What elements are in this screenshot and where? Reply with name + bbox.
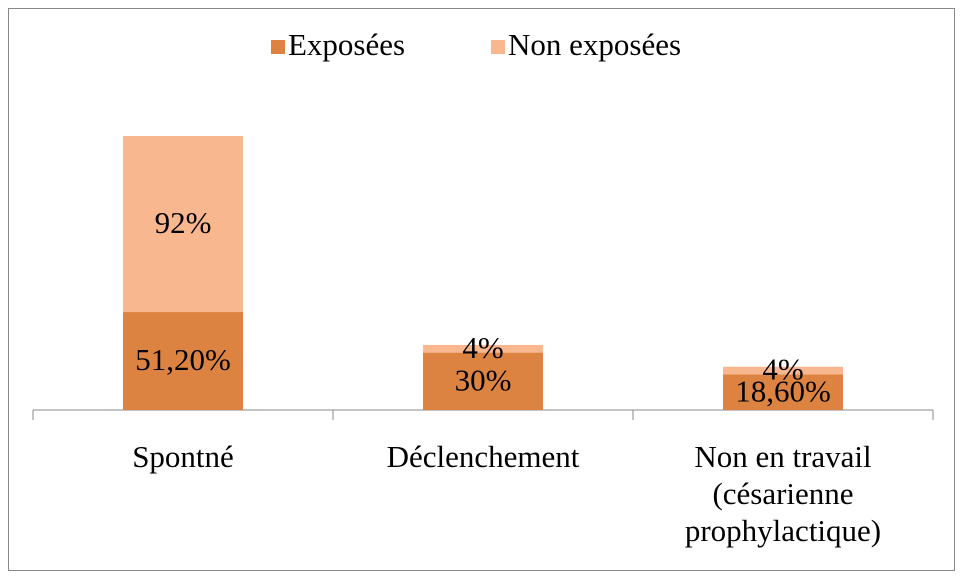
data-label: 92% <box>155 205 212 240</box>
bar-segment <box>423 352 543 410</box>
x-tick-label: Non en travail (césarienne prophylactique) <box>685 439 881 548</box>
data-label: 4% <box>462 330 503 365</box>
legend-swatch <box>491 40 505 54</box>
bar-segment <box>123 312 243 410</box>
data-label: 51,20% <box>135 342 231 377</box>
legend-label: Non exposées <box>508 27 681 62</box>
data-label: 4% <box>762 352 803 387</box>
legend-label: Exposées <box>288 27 405 62</box>
data-label: 18,60% <box>735 373 831 408</box>
legend-swatch <box>271 40 285 54</box>
x-tick-label: Déclenchement <box>387 439 580 474</box>
x-tick-label: Spontné <box>132 439 234 474</box>
data-label: 30% <box>455 362 512 397</box>
bar-segment <box>423 344 543 353</box>
bar-segment <box>723 366 843 375</box>
bar-segment <box>723 374 843 410</box>
bar-segment <box>123 136 243 313</box>
